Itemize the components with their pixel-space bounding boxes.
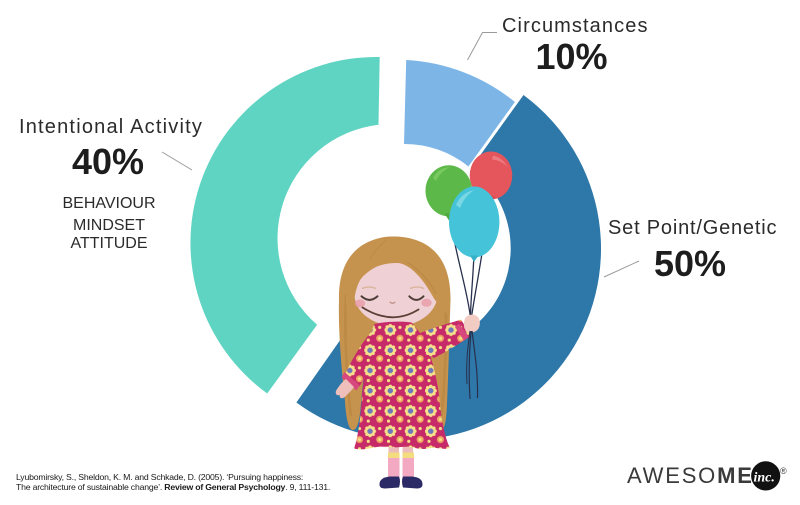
svg-text:inc.: inc. [754,471,775,486]
